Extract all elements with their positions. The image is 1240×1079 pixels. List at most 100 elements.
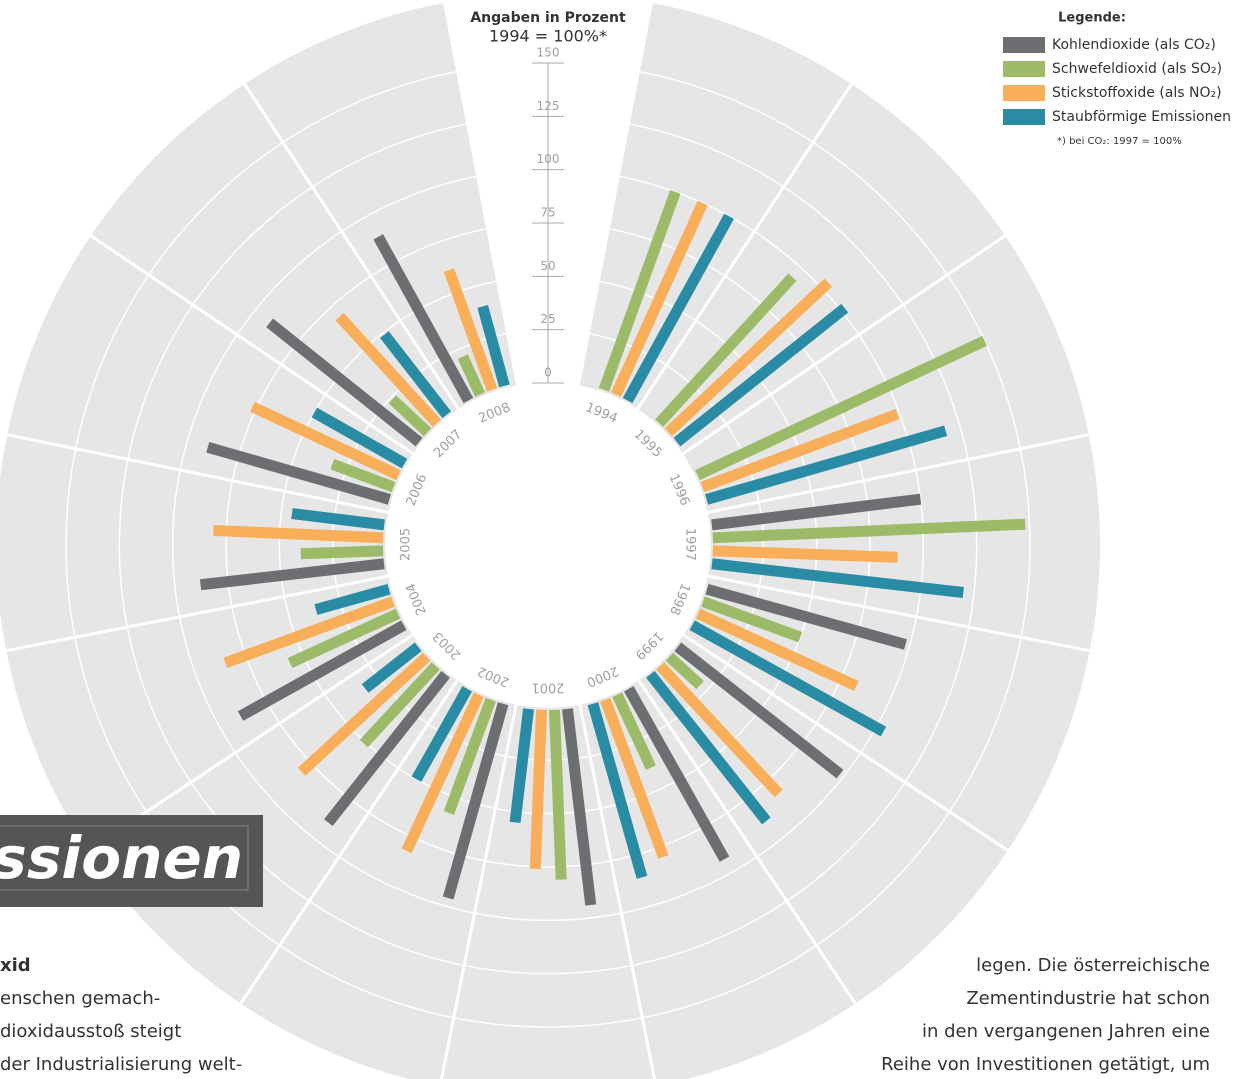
bar bbox=[673, 303, 849, 447]
bar bbox=[287, 608, 401, 668]
bar bbox=[291, 508, 385, 531]
legend-swatch bbox=[1003, 85, 1045, 101]
bar bbox=[646, 670, 771, 825]
sector-divider bbox=[232, 66, 461, 411]
bar bbox=[612, 692, 656, 770]
bar bbox=[712, 545, 898, 563]
bar bbox=[674, 642, 844, 779]
axis-subtitle: 1994 = 100%* bbox=[489, 27, 607, 46]
sector-divider bbox=[636, 678, 868, 1021]
legend-label: Stickstoffoxide (als NO₂) bbox=[1052, 85, 1222, 101]
y-tick-label: 150 bbox=[537, 46, 560, 60]
bar bbox=[705, 583, 907, 650]
bar bbox=[701, 596, 803, 643]
bar bbox=[330, 459, 396, 493]
y-tick-label: 0 bbox=[544, 366, 552, 380]
bar bbox=[223, 596, 395, 668]
banner-box bbox=[0, 815, 263, 907]
sector-divider bbox=[706, 429, 1109, 515]
y-tick-label: 100 bbox=[537, 152, 560, 166]
bar bbox=[695, 608, 859, 692]
y-tick-label: 125 bbox=[537, 99, 560, 113]
bar bbox=[689, 620, 887, 737]
bar bbox=[380, 331, 452, 419]
body-text: der Industrialisierung welt- bbox=[0, 1054, 242, 1075]
sector-divider bbox=[706, 574, 1110, 657]
bar bbox=[297, 652, 431, 776]
bar bbox=[587, 702, 648, 879]
bar bbox=[388, 395, 432, 437]
bar bbox=[656, 662, 783, 798]
legend-swatch bbox=[1003, 61, 1045, 77]
bar bbox=[311, 407, 408, 469]
bar bbox=[206, 441, 391, 505]
legend-title: Legende: bbox=[1058, 11, 1126, 26]
bar bbox=[359, 662, 440, 748]
year-label: 2001 bbox=[531, 680, 564, 695]
legend-swatch bbox=[1003, 109, 1045, 125]
year-label: 2005 bbox=[398, 528, 413, 561]
sector-divider bbox=[0, 574, 390, 654]
body-text: xid bbox=[0, 955, 31, 976]
bar bbox=[237, 620, 407, 721]
sector-divider bbox=[682, 633, 1026, 863]
bar bbox=[213, 524, 384, 544]
banner-frame bbox=[0, 825, 249, 891]
sector-divider bbox=[681, 223, 1023, 456]
year-label: 1997 bbox=[682, 528, 697, 561]
bar bbox=[712, 518, 1026, 544]
bar bbox=[250, 401, 401, 481]
bar bbox=[624, 686, 730, 862]
bar bbox=[600, 697, 669, 859]
bar bbox=[598, 190, 681, 392]
bar bbox=[401, 692, 484, 854]
bar bbox=[664, 278, 833, 437]
sector-divider bbox=[439, 703, 518, 1079]
bar bbox=[665, 652, 704, 690]
inner-circle bbox=[386, 383, 710, 707]
bar bbox=[373, 234, 474, 404]
body-text: enschen gemach- bbox=[0, 988, 160, 1009]
bar bbox=[300, 545, 384, 560]
bar bbox=[610, 200, 708, 397]
bar bbox=[705, 425, 948, 505]
bar bbox=[266, 318, 423, 447]
sector-divider bbox=[0, 431, 390, 515]
body-text: Reihe von Investitionen getätigt, um bbox=[881, 1054, 1210, 1075]
sector-divider bbox=[73, 223, 415, 456]
bar bbox=[443, 268, 498, 392]
axis-title: Angaben in Prozent bbox=[470, 10, 626, 26]
bar bbox=[695, 335, 987, 481]
body-text: legen. Die österreichische bbox=[976, 955, 1210, 976]
bar bbox=[199, 558, 385, 591]
bar bbox=[477, 304, 510, 388]
body-text: Zementindustrie hat schon bbox=[966, 988, 1210, 1009]
bar bbox=[443, 697, 496, 815]
bar bbox=[509, 708, 535, 824]
bar bbox=[335, 312, 441, 427]
legend-swatch bbox=[1003, 37, 1045, 53]
bar bbox=[561, 708, 597, 906]
y-tick-label: 25 bbox=[540, 312, 555, 326]
bar bbox=[548, 709, 567, 880]
body-text: in den vergangenen Jahren eine bbox=[922, 1021, 1210, 1042]
bar bbox=[711, 493, 922, 531]
y-tick-label: 75 bbox=[540, 206, 555, 220]
footnote: *) bei CO₂: 1997 = 100% bbox=[1057, 136, 1182, 147]
bar bbox=[324, 670, 450, 827]
bar bbox=[411, 686, 472, 782]
bar bbox=[442, 702, 509, 900]
bar bbox=[622, 213, 734, 404]
bar bbox=[457, 354, 486, 397]
plot: 1994199519961997199819992000200120022003… bbox=[0, 2, 1110, 1079]
bar bbox=[529, 709, 548, 870]
body-text: dioxidausstoß steigt bbox=[0, 1021, 181, 1042]
legend-label: Kohlendioxide (als CO₂) bbox=[1052, 37, 1216, 53]
bar bbox=[361, 642, 422, 693]
legend-label: Staubförmige Emissionen bbox=[1052, 109, 1231, 125]
bar bbox=[314, 583, 391, 615]
sector-divider bbox=[578, 703, 657, 1079]
legend: Kohlendioxide (als CO₂) Schwefeldioxid (a… bbox=[1003, 37, 1231, 125]
